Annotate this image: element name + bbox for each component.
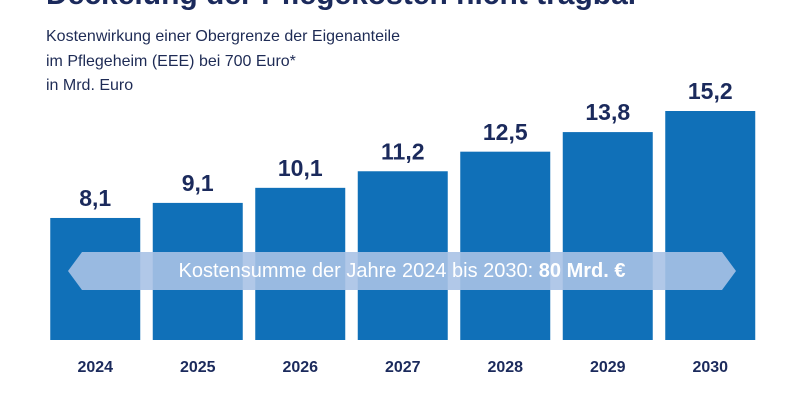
subtitle: in Mrd. Euro <box>46 77 133 94</box>
annotation-highlight: 80 Mrd. € <box>539 260 626 282</box>
value-label: 10,1 <box>278 155 323 181</box>
annotation-banner <box>68 252 736 290</box>
chart-title: Deckelung der Pflegekosten nicht tragbar <box>46 0 640 11</box>
x-tick-label: 2030 <box>692 359 728 376</box>
value-label: 9,1 <box>182 170 214 196</box>
value-label: 11,2 <box>381 138 425 164</box>
bar <box>460 151 551 340</box>
x-tick-label: 2026 <box>282 359 318 376</box>
bar <box>665 111 756 340</box>
x-tick-label: 2024 <box>77 359 113 376</box>
value-label: 15,2 <box>688 78 733 104</box>
annotation-text: Kostensumme der Jahre 2024 bis 2030: <box>179 260 534 282</box>
subtitle: Kostenwirkung einer Obergrenze der Eigen… <box>46 28 400 45</box>
value-label: 13,8 <box>585 99 630 125</box>
x-tick-label: 2028 <box>487 359 523 376</box>
x-tick-label: 2025 <box>180 359 216 376</box>
value-label: 12,5 <box>483 119 528 145</box>
x-tick-label: 2029 <box>590 359 626 376</box>
value-label: 8,1 <box>79 185 111 211</box>
x-tick-label: 2027 <box>385 359 421 376</box>
bar <box>562 132 653 340</box>
annotation: Kostensumme der Jahre 2024 bis 2030: 80 … <box>179 260 626 282</box>
bars: 8,1 2024 9,1 2025 10,1 2026 11,2 2027 12,5 2028 13… <box>50 78 756 376</box>
subtitle: im Pflegeheim (EEE) bei 700 Euro* <box>46 53 296 70</box>
